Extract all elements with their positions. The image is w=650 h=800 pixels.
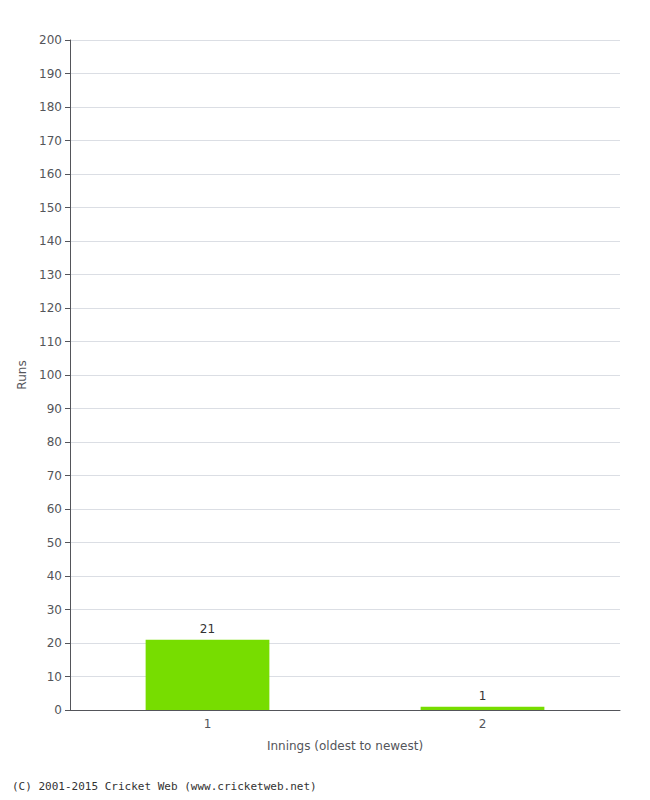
svg-text:160: 160 <box>39 167 62 181</box>
svg-text:70: 70 <box>47 469 62 483</box>
svg-text:21: 21 <box>200 622 215 636</box>
svg-text:30: 30 <box>47 603 62 617</box>
svg-text:120: 120 <box>39 301 62 315</box>
svg-text:Runs: Runs <box>15 360 29 389</box>
svg-text:190: 190 <box>39 67 62 81</box>
svg-text:50: 50 <box>47 536 62 550</box>
svg-text:200: 200 <box>39 33 62 47</box>
svg-text:0: 0 <box>54 703 62 717</box>
svg-text:170: 170 <box>39 134 62 148</box>
svg-text:130: 130 <box>39 268 62 282</box>
svg-text:100: 100 <box>39 368 62 382</box>
svg-text:60: 60 <box>47 502 62 516</box>
svg-text:1: 1 <box>204 717 212 731</box>
svg-text:80: 80 <box>47 435 62 449</box>
svg-text:(C) 2001-2015 Cricket Web (www: (C) 2001-2015 Cricket Web (www.cricketwe… <box>12 780 317 793</box>
svg-text:90: 90 <box>47 402 62 416</box>
svg-text:140: 140 <box>39 234 62 248</box>
svg-text:40: 40 <box>47 569 62 583</box>
svg-text:180: 180 <box>39 100 62 114</box>
svg-text:Innings (oldest to newest): Innings (oldest to newest) <box>267 739 423 753</box>
svg-text:150: 150 <box>39 201 62 215</box>
svg-text:2: 2 <box>479 717 487 731</box>
svg-text:110: 110 <box>39 335 62 349</box>
svg-text:20: 20 <box>47 636 62 650</box>
svg-text:10: 10 <box>47 670 62 684</box>
svg-text:1: 1 <box>479 689 487 703</box>
